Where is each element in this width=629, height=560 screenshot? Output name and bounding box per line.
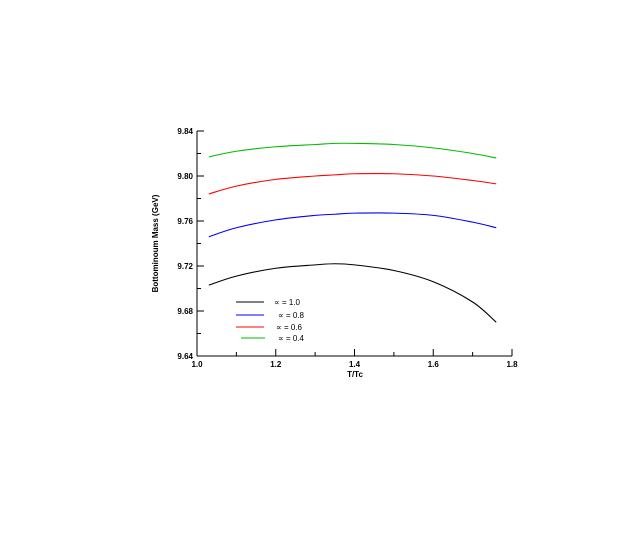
x-axis-label: T/Tc (347, 370, 363, 379)
x-tick-label: 1.0 (191, 360, 203, 369)
y-axis-label: Bottominoum Mass (GeV) (151, 194, 160, 292)
series-line-3 (208, 142, 497, 159)
legend-label-1: ∝ = 0.8 (278, 311, 305, 320)
legend-label-0: ∝ = 1.0 (274, 298, 301, 307)
y-tick-label: 9.64 (177, 352, 193, 361)
x-tick-label: 1.2 (270, 360, 282, 369)
x-tick-label: 1.6 (428, 360, 440, 369)
series-line-1 (208, 212, 497, 238)
series-lines (208, 142, 497, 323)
tick-labels: 1.0 1.2 1.4 1.6 1.8 9.64 9.68 9.72 9.76 9.80 9.84 (177, 127, 518, 369)
series-line-0 (208, 263, 497, 323)
legend-label-3: ∝ = 0.4 (278, 334, 305, 343)
y-tick-label: 9.68 (177, 307, 193, 316)
y-tick-label: 9.76 (177, 217, 193, 226)
series-line-2 (208, 172, 497, 195)
legend: ∝ = 1.0 ∝ = 0.8 ∝ = 0.6 ∝ = 0.4 (236, 298, 305, 343)
y-tick-label: 9.80 (177, 172, 193, 181)
y-tick-label: 9.72 (177, 262, 193, 271)
plot-axes (196, 130, 513, 357)
y-tick-label: 9.84 (177, 127, 193, 136)
x-tick-label: 1.8 (506, 360, 518, 369)
legend-label-2: ∝ = 0.6 (276, 323, 303, 332)
x-tick-label: 1.4 (349, 360, 361, 369)
